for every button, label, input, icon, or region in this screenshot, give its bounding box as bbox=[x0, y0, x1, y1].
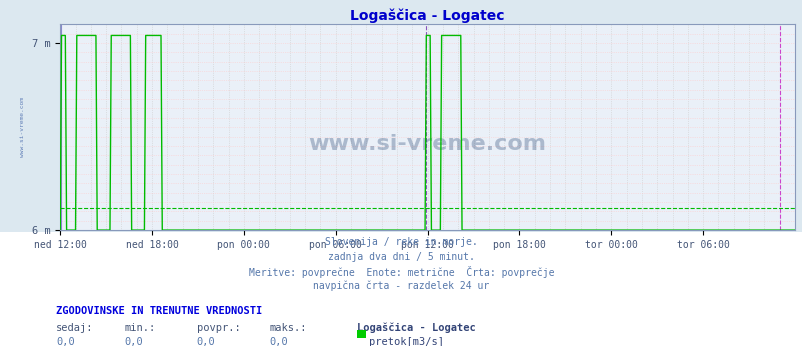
Text: ZGODOVINSKE IN TRENUTNE VREDNOSTI: ZGODOVINSKE IN TRENUTNE VREDNOSTI bbox=[56, 306, 262, 316]
Text: Meritve: povprečne  Enote: metrične  Črta: povprečje: Meritve: povprečne Enote: metrične Črta:… bbox=[249, 266, 553, 278]
Title: Logaščica - Logatec: Logaščica - Logatec bbox=[350, 9, 504, 23]
Text: 0,0: 0,0 bbox=[124, 337, 143, 346]
Text: povpr.:: povpr.: bbox=[196, 323, 240, 333]
Text: pretok[m3/s]: pretok[m3/s] bbox=[368, 337, 443, 346]
Text: maks.:: maks.: bbox=[269, 323, 306, 333]
Text: www.si-vreme.com: www.si-vreme.com bbox=[308, 134, 546, 154]
Text: 0,0: 0,0 bbox=[56, 337, 75, 346]
Text: min.:: min.: bbox=[124, 323, 156, 333]
Text: www.si-vreme.com: www.si-vreme.com bbox=[19, 97, 25, 157]
Text: 0,0: 0,0 bbox=[269, 337, 287, 346]
Text: zadnja dva dni / 5 minut.: zadnja dva dni / 5 minut. bbox=[328, 252, 474, 262]
Text: Slovenija / reke in morje.: Slovenija / reke in morje. bbox=[325, 237, 477, 247]
Text: navpična črta - razdelek 24 ur: navpična črta - razdelek 24 ur bbox=[313, 281, 489, 291]
Text: Logaščica - Logatec: Logaščica - Logatec bbox=[357, 323, 476, 333]
Text: sedaj:: sedaj: bbox=[56, 323, 94, 333]
Text: 0,0: 0,0 bbox=[196, 337, 215, 346]
